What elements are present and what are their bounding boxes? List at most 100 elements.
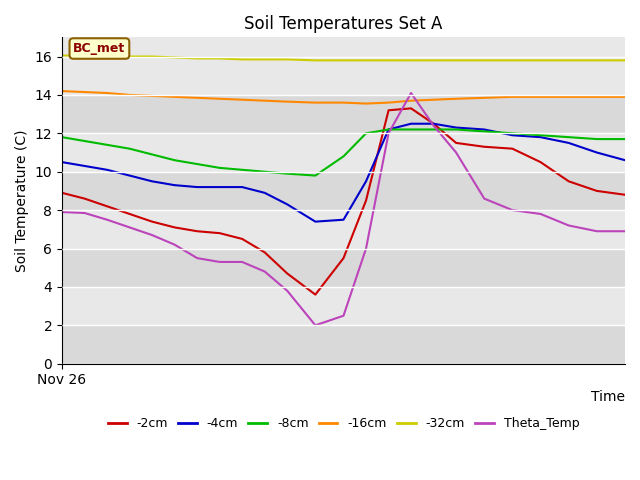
Theta_Temp [429, 123, 437, 129]
-8cm [125, 146, 133, 152]
-4cm [261, 190, 269, 196]
Theta_Temp [481, 196, 488, 202]
-4cm [509, 132, 516, 138]
-16cm [407, 98, 415, 104]
-32cm [58, 53, 66, 59]
-4cm [171, 182, 179, 188]
Theta_Temp [340, 313, 348, 319]
Theta_Temp [81, 210, 88, 216]
-4cm [621, 157, 629, 163]
-4cm [238, 184, 246, 190]
-32cm [385, 58, 392, 63]
-8cm [452, 127, 460, 132]
-16cm [261, 98, 269, 104]
-32cm [537, 58, 545, 63]
-2cm [171, 225, 179, 230]
Text: BC_met: BC_met [74, 42, 125, 55]
Theta_Temp [593, 228, 601, 234]
-2cm [537, 159, 545, 165]
-32cm [312, 58, 319, 63]
-32cm [565, 58, 573, 63]
-32cm [429, 58, 437, 63]
-2cm [58, 190, 66, 196]
-4cm [340, 217, 348, 223]
Theta_Temp [452, 150, 460, 156]
Line: -4cm: -4cm [62, 124, 625, 222]
-2cm [593, 188, 601, 194]
-16cm [238, 97, 246, 103]
-32cm [238, 57, 246, 62]
-4cm [593, 150, 601, 156]
-2cm [481, 144, 488, 150]
-32cm [103, 53, 111, 59]
-4cm [481, 127, 488, 132]
-2cm [452, 140, 460, 146]
-2cm [312, 292, 319, 298]
-2cm [621, 192, 629, 198]
-32cm [481, 58, 488, 63]
-4cm [565, 140, 573, 146]
-2cm [216, 230, 223, 236]
-2cm [385, 108, 392, 113]
-8cm [103, 142, 111, 148]
-16cm [103, 90, 111, 96]
-16cm [565, 94, 573, 100]
-8cm [565, 134, 573, 140]
-4cm [216, 184, 223, 190]
Bar [62, 172, 625, 210]
-32cm [148, 54, 156, 60]
-32cm [284, 57, 291, 62]
X-axis label: Time: Time [591, 390, 625, 404]
Theta_Temp [284, 288, 291, 294]
-32cm [261, 57, 269, 62]
-4cm [407, 121, 415, 127]
Legend: -2cm, -4cm, -8cm, -16cm, -32cm, Theta_Temp: -2cm, -4cm, -8cm, -16cm, -32cm, Theta_Te… [103, 412, 584, 435]
-16cm [312, 100, 319, 106]
-16cm [362, 101, 370, 107]
Line: -32cm: -32cm [62, 56, 625, 60]
-4cm [385, 127, 392, 132]
-8cm [148, 152, 156, 157]
-4cm [452, 125, 460, 131]
Theta_Temp [261, 269, 269, 275]
-32cm [621, 58, 629, 63]
-8cm [58, 134, 66, 140]
-8cm [171, 157, 179, 163]
-32cm [407, 58, 415, 63]
-8cm [81, 138, 88, 144]
Title: Soil Temperatures Set A: Soil Temperatures Set A [244, 15, 443, 33]
-32cm [193, 56, 201, 61]
-16cm [509, 94, 516, 100]
-2cm [125, 211, 133, 217]
Line: Theta_Temp: Theta_Temp [62, 93, 625, 325]
-8cm [216, 165, 223, 171]
Theta_Temp [509, 207, 516, 213]
-8cm [407, 127, 415, 132]
Line: -2cm: -2cm [62, 108, 625, 295]
-8cm [429, 127, 437, 132]
-8cm [340, 154, 348, 159]
Theta_Temp [171, 242, 179, 248]
Theta_Temp [385, 131, 392, 136]
-16cm [481, 95, 488, 101]
Theta_Temp [621, 228, 629, 234]
-4cm [125, 173, 133, 179]
-2cm [407, 106, 415, 111]
-32cm [362, 58, 370, 63]
-4cm [148, 179, 156, 184]
-8cm [593, 136, 601, 142]
Y-axis label: Soil Temperature (C): Soil Temperature (C) [15, 129, 29, 272]
Bar [62, 249, 625, 287]
-16cm [284, 99, 291, 105]
-32cm [171, 55, 179, 60]
-8cm [481, 129, 488, 134]
-4cm [537, 134, 545, 140]
-2cm [429, 121, 437, 127]
-2cm [509, 146, 516, 152]
-32cm [125, 54, 133, 60]
-4cm [312, 219, 319, 225]
-16cm [58, 88, 66, 94]
-2cm [148, 219, 156, 225]
Theta_Temp [103, 217, 111, 223]
Bar [62, 95, 625, 133]
